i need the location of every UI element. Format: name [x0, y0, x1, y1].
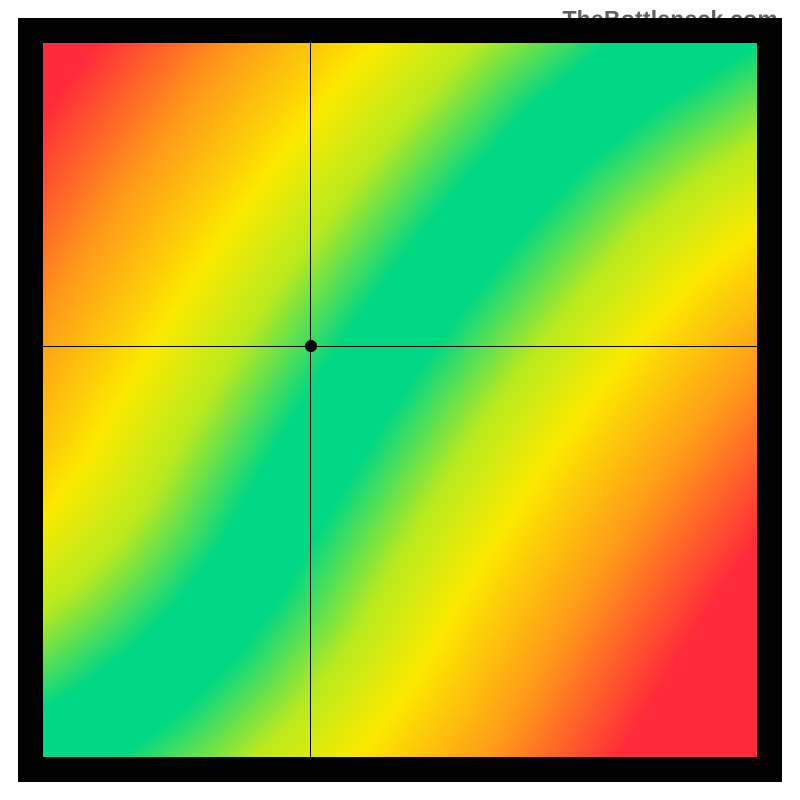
bottleneck-heatmap [43, 43, 757, 757]
plot-outer-frame [18, 18, 782, 782]
crosshair-vertical-line [310, 43, 311, 757]
figure-root: { "watermark": { "text": "TheBottleneck.… [0, 0, 800, 800]
crosshair-horizontal-line [43, 346, 757, 347]
crosshair-marker-dot [305, 340, 317, 352]
plot-area [43, 43, 757, 757]
